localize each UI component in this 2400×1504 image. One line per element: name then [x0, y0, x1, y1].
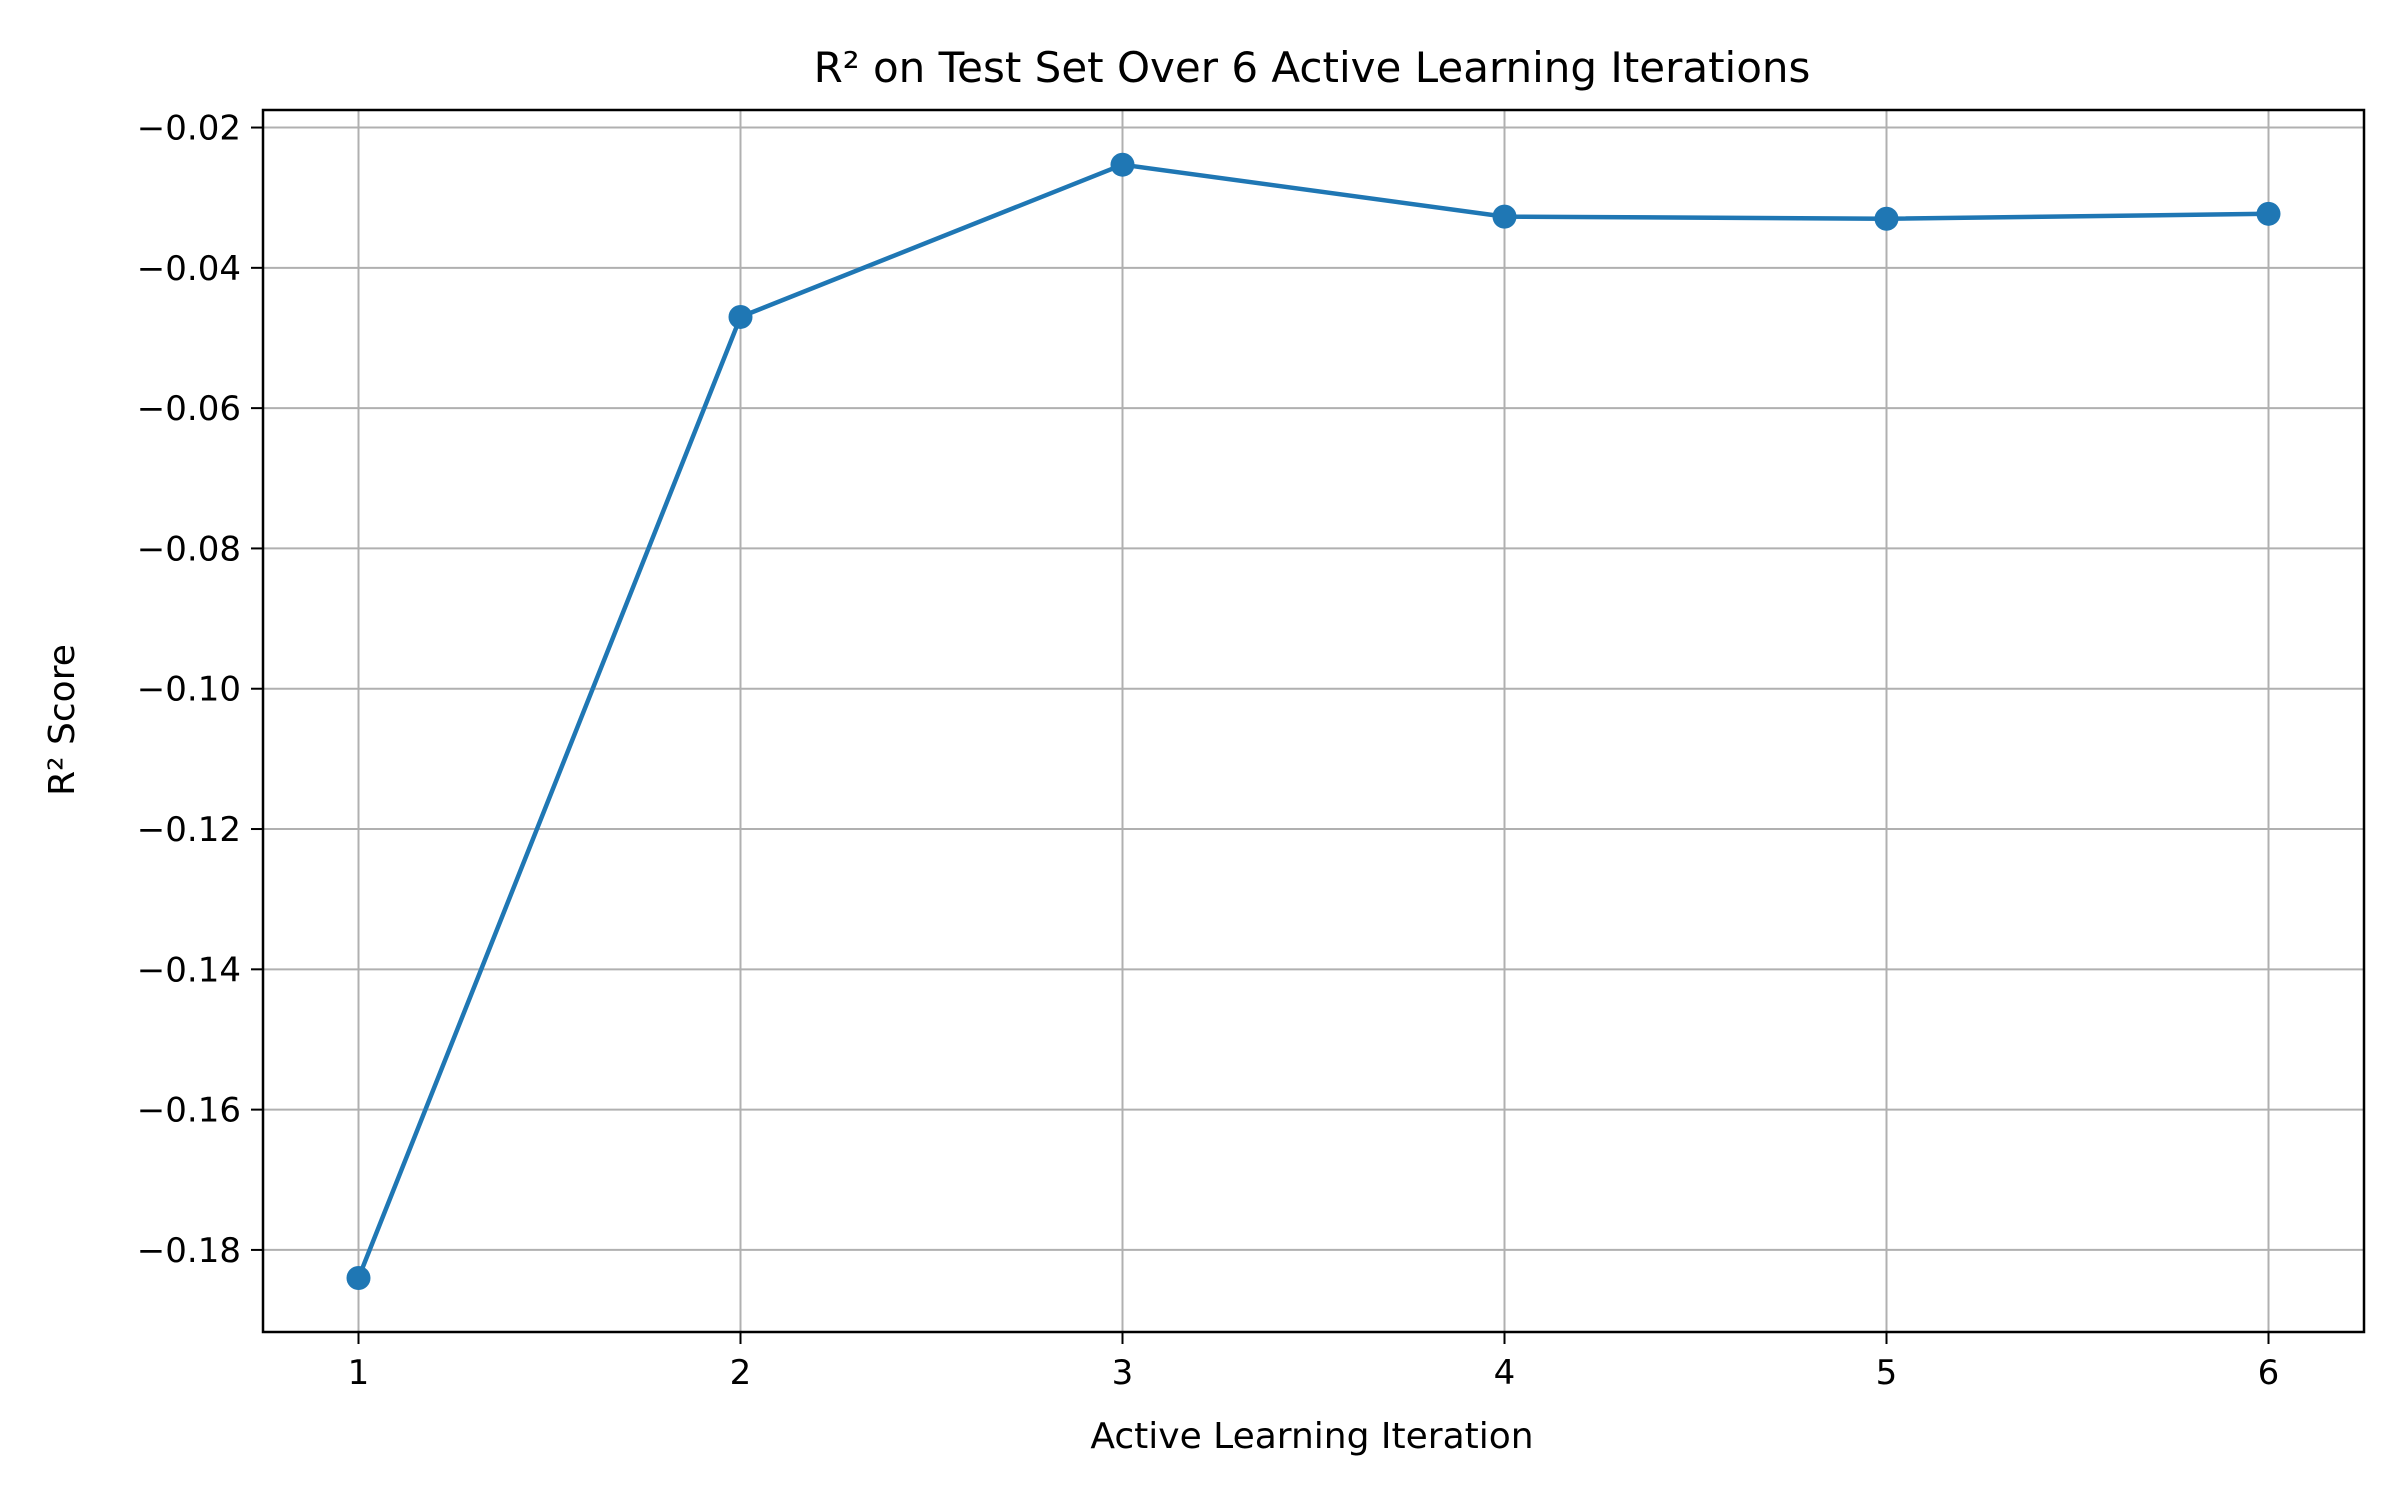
y-tick-label: −0.18: [137, 1231, 241, 1271]
x-tick-label: 6: [2258, 1353, 2280, 1393]
grid-lines: [263, 110, 2364, 1332]
x-tick-label: 2: [730, 1353, 752, 1393]
series-line: [356, 162, 2271, 1281]
y-tick-label: −0.10: [137, 670, 241, 710]
data-point: [346, 1265, 371, 1290]
x-tick-label: 5: [1876, 1353, 1898, 1393]
data-point: [1874, 206, 1899, 231]
x-tick-label: 3: [1112, 1353, 1134, 1393]
chart-title: R² on Test Set Over 6 Active Learning It…: [814, 43, 1811, 92]
data-point: [2256, 201, 2281, 226]
series-layer: [346, 152, 2281, 1290]
y-tick-label: −0.08: [137, 529, 241, 569]
y-axis-label: R² Score: [42, 644, 83, 796]
y-tick-label: −0.12: [137, 810, 241, 850]
y-axis-ticks: −0.02 −0.04 −0.06 −0.08 −0.10 −0.12 −0.14 −0.16…: [137, 109, 263, 1271]
y-tick-label: −0.02: [137, 109, 241, 149]
data-point: [1492, 204, 1517, 229]
x-axis-label: Active Learning Iteration: [1090, 1416, 1533, 1457]
y-tick-label: −0.16: [137, 1091, 241, 1131]
plot-area-frame: [261, 108, 2366, 1334]
x-tick-label: 1: [348, 1353, 370, 1393]
data-point: [728, 304, 753, 329]
x-axis-ticks: 1 2 3 4 5 6: [348, 1332, 2280, 1393]
data-point: [1110, 152, 1135, 177]
y-tick-label: −0.14: [137, 950, 241, 990]
x-tick-label: 4: [1494, 1353, 1516, 1393]
y-tick-label: −0.04: [137, 249, 241, 289]
y-tick-label: −0.06: [137, 389, 241, 429]
